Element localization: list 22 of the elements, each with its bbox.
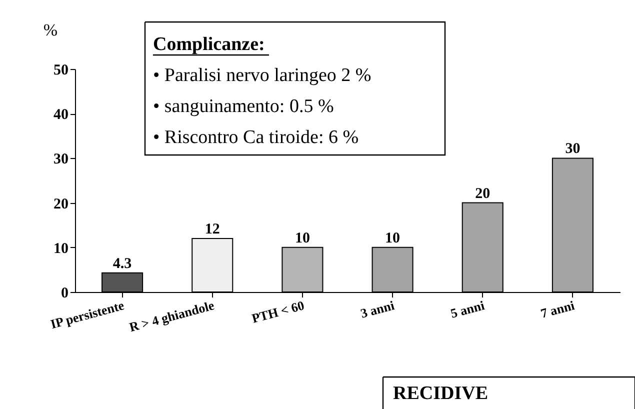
data-label: 10 [385, 230, 400, 246]
y-tick-label: 30 [54, 152, 68, 168]
x-tick-label: 5 anni [448, 297, 486, 321]
y-tick-label: 0 [61, 286, 68, 302]
text: Complicanze: [153, 34, 265, 55]
y-tick-label: 40 [54, 107, 68, 124]
x-tick-label: 7 anni [539, 297, 576, 321]
x-tick-label: PTH < 60 [250, 298, 306, 326]
data-label: 20 [475, 186, 490, 202]
data-label: 10 [294, 230, 310, 246]
annotation: • Riscontro Ca tiroide: 6 % [153, 127, 359, 148]
y-tick-label: 50 [54, 62, 68, 78]
data-label: 30 [565, 141, 580, 158]
text: RECIDIVE [393, 383, 488, 404]
data-label: 12 [204, 221, 220, 238]
annotation: • sanguinamento: 0.5 % [153, 96, 334, 117]
x-tick-label: 3 anni [358, 297, 396, 321]
annotation: • Paralisi nervo laringeo 2 % [153, 65, 372, 86]
data-label: 4.3 [112, 256, 132, 272]
y-axis-title: % [43, 20, 58, 40]
y-tick-label: 20 [54, 196, 68, 212]
y-tick-label: 10 [54, 240, 68, 257]
